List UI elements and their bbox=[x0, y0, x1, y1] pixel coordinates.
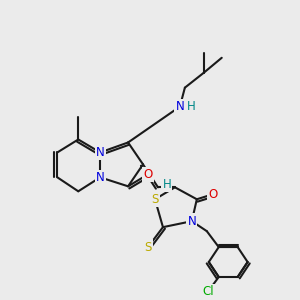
Text: N: N bbox=[96, 146, 105, 159]
Text: H: H bbox=[163, 178, 171, 191]
Text: H: H bbox=[187, 100, 195, 113]
Text: N: N bbox=[188, 215, 196, 228]
Text: S: S bbox=[144, 241, 152, 254]
Text: O: O bbox=[143, 168, 153, 181]
Text: S: S bbox=[151, 193, 159, 206]
Text: N: N bbox=[176, 100, 184, 113]
Text: Cl: Cl bbox=[202, 285, 214, 298]
Text: N: N bbox=[96, 171, 105, 184]
Text: O: O bbox=[208, 188, 218, 201]
